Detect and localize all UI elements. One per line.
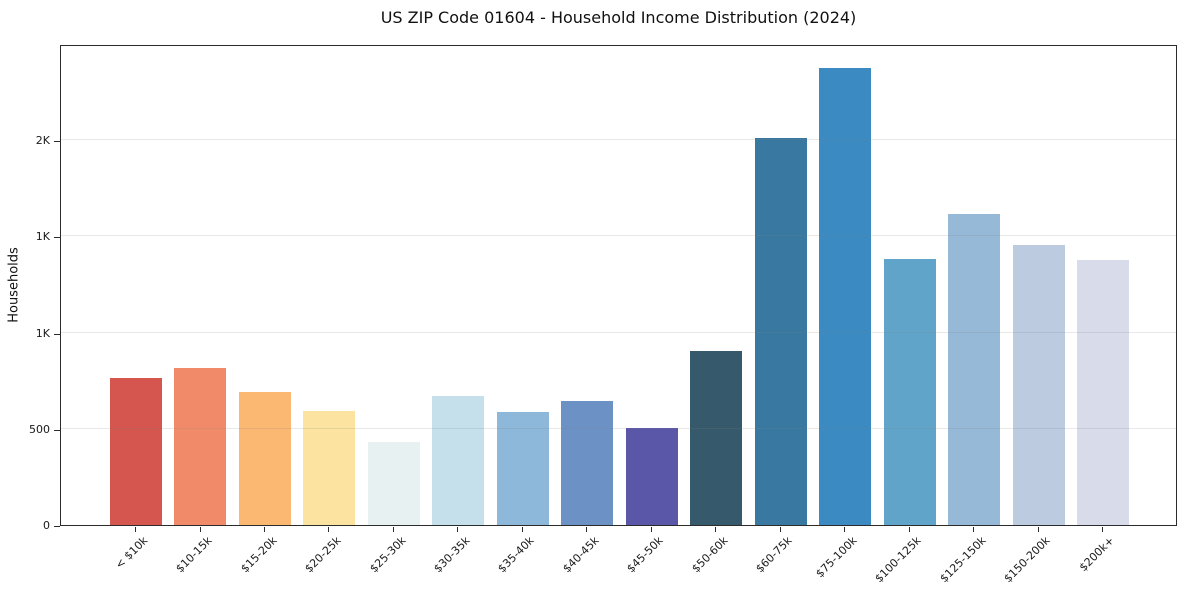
bar-16 [1077,259,1129,525]
x-tick-mark [779,527,781,532]
x-tick-label: $200k+ [1077,534,1118,575]
y-axis-label: Households [6,247,22,323]
x-tick-mark [199,527,201,532]
y-tick-label: 500 [29,422,50,436]
x-tick-label: $15-20k [237,534,280,576]
bar-5 [367,442,420,525]
x-tick-label: $100-125k [872,534,924,586]
x-tick-label: $50-60k [689,534,731,576]
x-tick-mark [715,527,717,532]
x-tick-mark [844,527,846,532]
bar-13 [883,258,936,525]
bar-2 [174,368,227,525]
x-tick-mark [135,527,136,532]
x-tick-label: < $10k [112,534,151,572]
x-tick-label: $10-15k [173,534,215,576]
gridline [61,427,1176,429]
y-tick-label: 1K [35,230,50,244]
bar-15 [1012,245,1065,525]
x-tick-label: $30-35k [431,534,473,576]
y-tick-mark [54,237,60,239]
y-tick-mark [54,526,60,527]
gridline [61,139,1176,141]
bar-14 [948,214,1001,525]
x-tick-label: $75-100k [813,534,860,581]
gridline [61,235,1176,237]
x-tick-mark [973,527,975,532]
y-tick-mark [54,141,60,143]
x-tick-label: $20-25k [302,534,344,576]
x-tick-mark [521,527,523,532]
y-tick-mark [54,429,60,431]
x-tick-mark [263,527,265,532]
bar-10 [690,350,743,525]
bar-3 [238,392,291,525]
y-tick-label: 1K [35,326,50,340]
x-tick-label: $35-40k [495,534,538,576]
y-tick-label: 0 [43,519,50,532]
chart-title: US ZIP Code 01604 - Household Income Dis… [380,8,857,27]
bar-11 [754,138,807,525]
bar-12 [819,68,872,525]
x-tick-label: $45-50k [624,534,666,576]
bar-6 [432,396,485,525]
bar-1 [110,377,162,525]
x-tick-mark [650,527,652,532]
x-tick-label: $150-200k [1001,534,1053,586]
plot-area [60,45,1177,526]
y-tick-mark [54,333,60,335]
x-tick-mark [586,527,588,532]
bar-7 [496,412,549,525]
gridline [61,331,1176,333]
x-tick-mark [908,527,910,532]
x-tick-mark [328,527,330,532]
bar-4 [303,410,356,525]
x-tick-mark [457,527,459,532]
x-tick-label: $60-75k [753,534,795,576]
y-tick-label: 2K [35,134,50,148]
bar-8 [561,400,614,525]
x-tick-mark [1037,527,1039,532]
x-tick-label: $25-30k [366,534,409,576]
x-tick-mark [1102,527,1103,532]
x-tick-label: $125-150k [937,534,989,586]
x-tick-mark [392,527,394,532]
x-tick-label: $40-45k [560,534,602,576]
bar-9 [625,427,678,525]
